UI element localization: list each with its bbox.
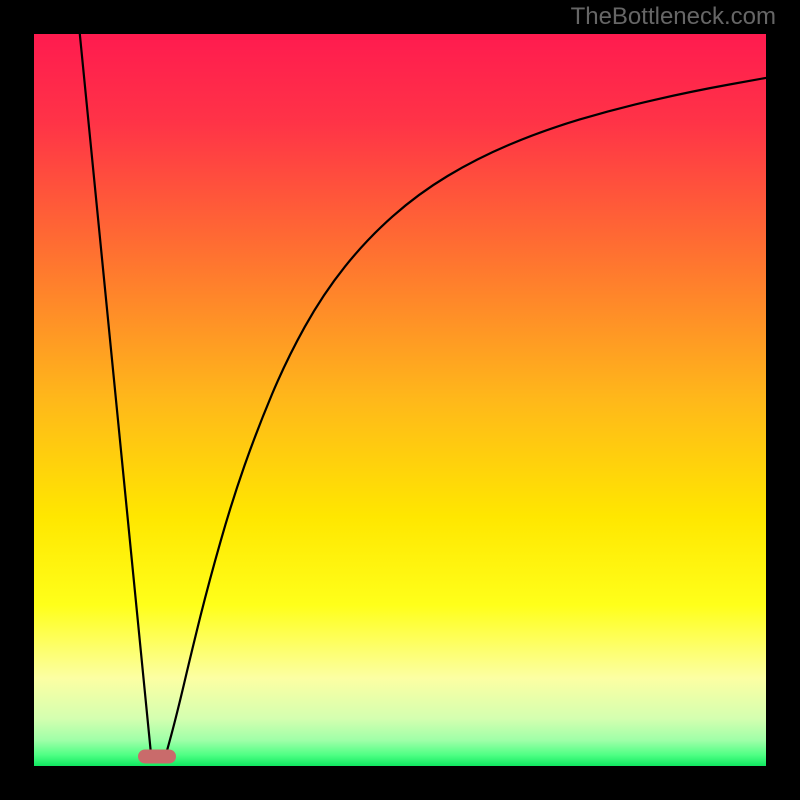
gradient-background: [34, 34, 766, 766]
watermark-text: TheBottleneck.com: [571, 3, 776, 31]
axis-border-left: [0, 0, 34, 800]
axis-border-bottom: [0, 766, 800, 800]
chart-svg: [34, 34, 766, 766]
axis-border-right: [766, 0, 800, 800]
plot-area: [34, 34, 766, 766]
optimal-marker: [138, 750, 176, 764]
chart-container: TheBottleneck.com: [0, 0, 800, 800]
